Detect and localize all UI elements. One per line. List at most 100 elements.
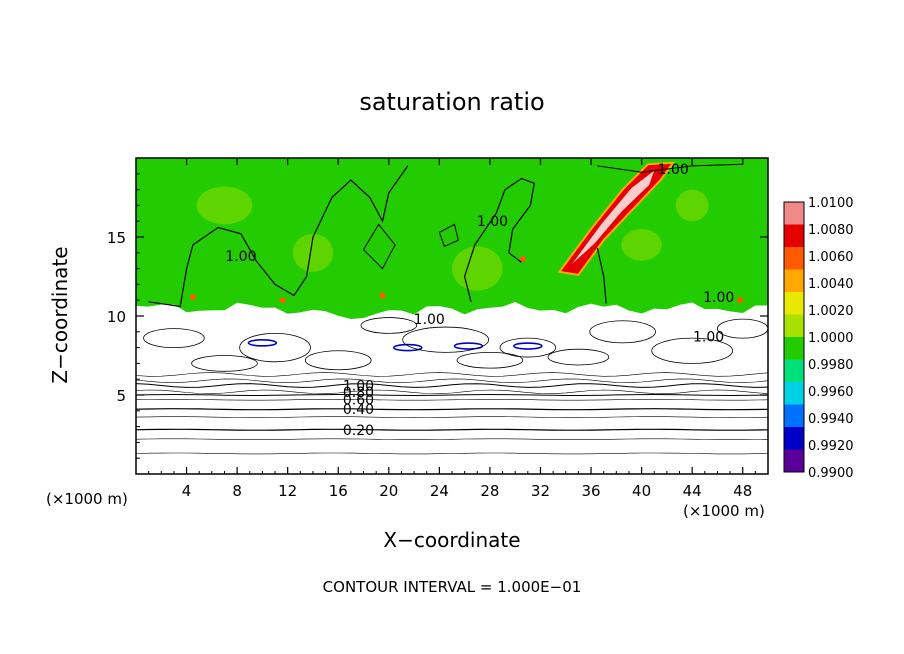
contour-blob: [191, 355, 258, 372]
x-tick-label: 36: [581, 482, 600, 500]
contour-line: [136, 416, 768, 418]
contour-line: [136, 383, 768, 388]
field-speck: [189, 294, 196, 301]
contour-line: [136, 389, 768, 395]
colorbar-tick-label: 0.9960: [808, 385, 854, 400]
contour-interval-note: CONTOUR INTERVAL = 1.000E−01: [322, 578, 582, 596]
colorbar-tick-label: 0.9920: [808, 439, 854, 454]
x-axis-label: X−coordinate: [383, 528, 521, 552]
colorbar-swatch: [784, 337, 804, 360]
contour-blob: [360, 317, 418, 334]
subsaturated-edge: [392, 343, 423, 352]
contour-blob: [402, 326, 490, 353]
colorbar-swatch: [784, 224, 804, 248]
field-speck: [279, 297, 286, 304]
field-speck: [379, 292, 386, 299]
supersaturated-core: [572, 170, 655, 264]
colorbar-frame: [783, 201, 805, 473]
x-tick-label: 48: [733, 482, 752, 500]
subsaturated-edge: [513, 342, 543, 350]
colorbar-swatch: [784, 247, 804, 270]
contour-blob: [651, 337, 734, 364]
x-tick-label: 44: [683, 482, 702, 500]
colorbar-swatch: [784, 382, 804, 405]
colorbar-swatch: [784, 404, 804, 428]
y-axis-label: Z−coordinate: [48, 246, 72, 384]
x-axis: 4 8 12 16 20 24 28 32 36 40 44 48: [148, 158, 756, 500]
contour-loop: [438, 223, 459, 248]
contour-line-2: [463, 177, 535, 302]
contour-blob: [239, 332, 311, 363]
colorbar-swatch: [784, 202, 804, 225]
contour-line: [136, 399, 768, 401]
y-axis: 5 10 15: [107, 173, 768, 459]
colorbar-swatch: [784, 292, 804, 315]
contour-label: 0.60: [343, 393, 374, 409]
field-patch: [292, 233, 334, 272]
contour-label: 0.20: [343, 423, 374, 439]
x-tick-label: 40: [632, 482, 651, 500]
contour-label-layer: 1.001.001.001.001.001.001.000.800.600.40…: [225, 162, 734, 439]
contour-line: [136, 438, 768, 440]
contour-layer: [136, 163, 768, 455]
x-unit-label-right: (×1000 m): [683, 502, 765, 520]
x-tick-label: 4: [182, 482, 192, 500]
colorbar-tick-label: 0.9940: [808, 412, 854, 427]
colorbar-tick-label: 1.0060: [808, 250, 854, 265]
y-tick-label: 5: [116, 387, 126, 405]
subsaturated-edge: [247, 339, 278, 347]
contour-line: [136, 428, 768, 431]
contour-line: [136, 372, 768, 377]
contour-label: 1.00: [693, 330, 724, 346]
chart-title: saturation ratio: [359, 88, 545, 116]
x-tick-label: 16: [329, 482, 348, 500]
colorbar-tick-label: 0.9980: [808, 358, 854, 373]
contour-blob: [589, 320, 656, 344]
saturated-region: [136, 158, 768, 319]
colorbar-tick-label: 1.0000: [808, 331, 854, 346]
x-unit-label-left: (×1000 m): [46, 490, 128, 508]
colorbar-swatch: [784, 269, 804, 293]
contour-blob: [499, 337, 557, 358]
x-tick-label: 8: [232, 482, 242, 500]
contour-blob: [304, 350, 372, 371]
contour-line: [136, 393, 768, 397]
colorbar-swatch: [784, 449, 804, 473]
field-patch: [621, 229, 662, 261]
contour-line: [136, 378, 768, 384]
contour-label: 1.00: [414, 312, 445, 328]
field-speck: [737, 297, 744, 304]
field-speck: [519, 256, 526, 263]
contour-label: 0.80: [343, 385, 374, 401]
field-patch: [675, 189, 709, 222]
contour-line: [136, 452, 768, 455]
x-tick-label: 20: [379, 482, 398, 500]
contour-line-3: [596, 247, 607, 304]
contour-line-1: [148, 165, 409, 308]
field-patch: [452, 246, 503, 291]
contour-blob: [547, 348, 610, 366]
contour-blob: [717, 318, 768, 339]
y-tick-label: 10: [107, 308, 126, 326]
field-patch: [196, 186, 253, 225]
contour-blob: [143, 328, 205, 348]
colorbar-swatch: [784, 314, 804, 338]
x-tick-label: 12: [278, 482, 297, 500]
colorbar-swatch: [784, 359, 804, 383]
contour-label: 0.40: [343, 402, 374, 418]
y-tick-label: 15: [107, 229, 126, 247]
colorbar-tick-label: 0.9900: [808, 466, 854, 481]
x-tick-label: 28: [480, 482, 499, 500]
colorbar-tick-label: 1.0100: [808, 196, 854, 211]
contour-loop: [363, 223, 396, 270]
colorbar-tick-label: 1.0080: [808, 223, 854, 238]
contour-label: 1.00: [343, 379, 374, 395]
colorbar-swatch: [784, 427, 804, 450]
x-tick-label: 24: [430, 482, 449, 500]
contour-label: 1.00: [658, 162, 689, 178]
field-layer: [136, 158, 768, 352]
contour-label: 1.00: [477, 214, 508, 230]
x-tick-label: 32: [531, 482, 550, 500]
